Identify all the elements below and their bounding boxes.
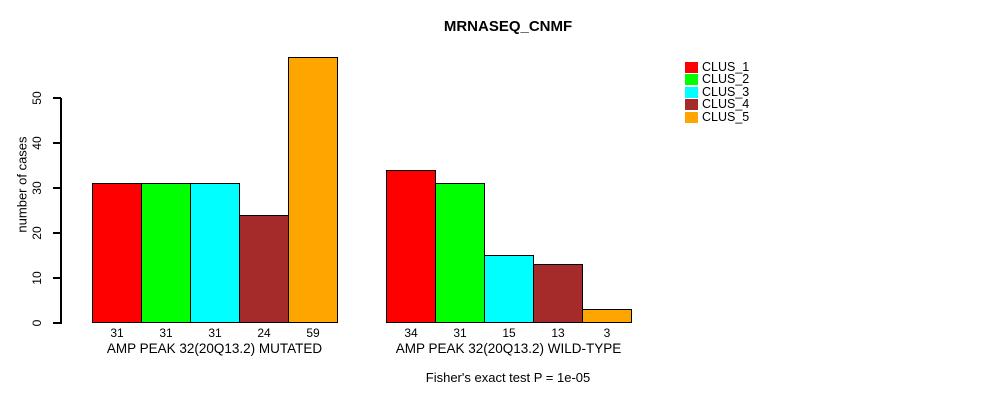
group-axis-label: AMP PEAK 32(20Q13.2) WILD-TYPE — [395, 341, 622, 356]
bar-value-label: 3 — [603, 326, 611, 340]
chart-title: MRNASEQ_CNMF — [443, 18, 573, 35]
y-tick-mark — [53, 232, 61, 234]
y-tick-mark — [53, 322, 61, 324]
legend-swatch-clus_4 — [685, 99, 698, 111]
bar-clus_3 — [484, 255, 534, 323]
bar-clus_5 — [582, 309, 632, 323]
y-tick-label: 40 — [30, 136, 44, 150]
bar-value-label: 31 — [110, 326, 124, 340]
y-tick-mark — [53, 142, 61, 144]
bar-clus_2 — [435, 183, 485, 323]
legend-swatch-clus_5 — [685, 111, 698, 123]
bar-value-label: 34 — [404, 326, 418, 340]
bar-value-label: 59 — [306, 326, 320, 340]
bar-clus_1 — [92, 183, 142, 323]
bar-clus_4 — [239, 215, 289, 323]
y-tick-label: 0 — [30, 319, 44, 327]
bar-value-label: 31 — [453, 326, 467, 340]
bar-clus_1 — [386, 170, 436, 323]
y-tick-label: 50 — [30, 91, 44, 105]
legend-label: CLUS_3 — [702, 84, 750, 99]
y-tick-mark — [53, 187, 61, 189]
y-tick-mark — [53, 97, 61, 99]
y-axis-line — [60, 98, 62, 324]
bar-value-label: 15 — [502, 326, 516, 340]
legend-label: CLUS_2 — [702, 72, 750, 87]
y-tick-mark — [53, 277, 61, 279]
bar-value-label: 31 — [208, 326, 222, 340]
y-tick-label: 10 — [30, 271, 44, 285]
bar-value-label: 24 — [257, 326, 271, 340]
bar-clus_3 — [190, 183, 240, 323]
bar-clus_4 — [533, 264, 583, 323]
legend-label: CLUS_5 — [702, 109, 750, 124]
legend-swatch-clus_3 — [685, 86, 698, 98]
bar-clus_2 — [141, 183, 191, 323]
bar-value-label: 31 — [159, 326, 173, 340]
y-tick-label: 20 — [30, 226, 44, 240]
group-axis-label: AMP PEAK 32(20Q13.2) MUTATED — [106, 341, 323, 356]
legend-label: CLUS_1 — [702, 60, 750, 74]
legend-swatch-clus_1 — [685, 62, 698, 73]
y-axis-label: number of cases — [14, 136, 30, 233]
legend-label: CLUS_4 — [702, 97, 750, 112]
legend-swatch-clus_2 — [685, 74, 698, 86]
bar-clus_5 — [288, 57, 338, 323]
bar-value-label: 13 — [551, 326, 565, 340]
y-tick-label: 30 — [30, 181, 44, 195]
fisher-test-caption: Fisher's exact test P = 1e-05 — [425, 370, 591, 385]
